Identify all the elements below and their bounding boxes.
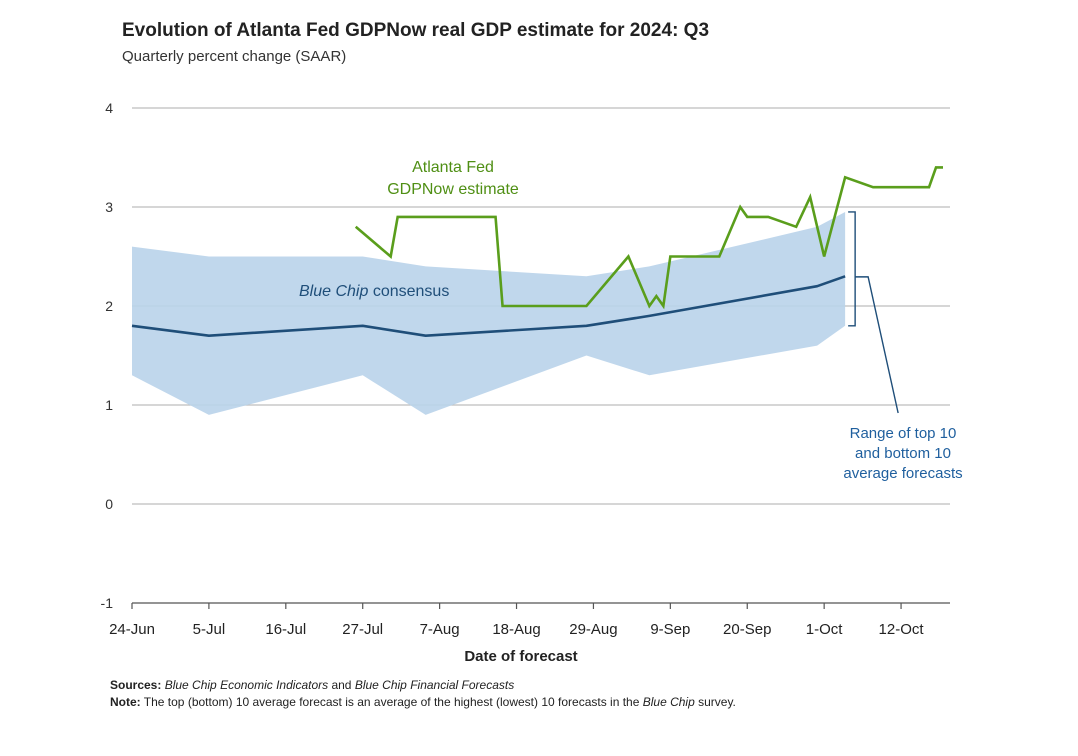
sources-label: Sources: bbox=[110, 678, 162, 692]
footnotes: Sources: Blue Chip Economic Indicators a… bbox=[110, 677, 910, 711]
x-tick-label: 29-Aug bbox=[569, 621, 617, 638]
x-tick-label: 18-Aug bbox=[492, 621, 540, 638]
y-tick-label: 4 bbox=[105, 100, 113, 116]
y-tick-label: -1 bbox=[101, 595, 114, 611]
sources-part1: Blue Chip Economic Indicators bbox=[164, 678, 329, 692]
note-part3: survey. bbox=[694, 695, 736, 709]
x-tick-label: 27-Jul bbox=[342, 621, 383, 638]
y-tick-label: 1 bbox=[105, 397, 113, 413]
series-lines bbox=[131, 166, 944, 414]
y-tick-label: 2 bbox=[105, 298, 113, 314]
y-tick-label: 0 bbox=[105, 496, 113, 512]
range-label-line: and bottom 10 bbox=[855, 445, 951, 462]
chart-title: Evolution of Atlanta Fed GDPNow real GDP… bbox=[122, 20, 710, 41]
range-band-area bbox=[132, 211, 846, 415]
sources-part2: and bbox=[328, 678, 355, 692]
sources-part3: Blue Chip Financial Forecasts bbox=[354, 678, 515, 692]
x-tick-label: 20-Sep bbox=[723, 621, 771, 638]
note-label: Note: bbox=[110, 695, 141, 709]
x-tick-label: 24-Jun bbox=[109, 621, 155, 638]
series-labels: Atlanta Fed GDPNow estimate Blue Chip cons… bbox=[299, 159, 963, 482]
note-part1: The top (bottom) 10 average forecast is … bbox=[140, 695, 643, 709]
blue-chip-consensus-line bbox=[131, 275, 846, 338]
sources-line: Sources: Blue Chip Economic Indicators a… bbox=[110, 677, 910, 694]
note-part2: Blue Chip bbox=[642, 695, 695, 709]
range-bracket bbox=[848, 211, 899, 414]
range-band bbox=[132, 211, 846, 415]
x-tick-label: 12-Oct bbox=[879, 621, 925, 638]
x-tick-label: 1-Oct bbox=[806, 621, 844, 638]
note-line: Note: The top (bottom) 10 average foreca… bbox=[110, 694, 910, 711]
gdpnow-label-line: Atlanta Fed bbox=[412, 159, 494, 176]
range-label-line: average forecasts bbox=[843, 465, 962, 482]
blue-chip-label: Blue Chip consensus bbox=[299, 283, 449, 300]
x-tick-label: 5-Jul bbox=[193, 621, 226, 638]
gdpnow-label-line: GDPNow estimate bbox=[387, 181, 519, 198]
gdpnow-estimate-line bbox=[354, 166, 944, 310]
x-axis-title: Date of forecast bbox=[464, 648, 577, 665]
axes: -1 0 1 2 3 4 24-Jun 5-Jul 16-Jul 27-Jul 7-Aug 18-Au… bbox=[101, 100, 950, 665]
x-tick-label: 9-Sep bbox=[650, 621, 690, 638]
y-tick-label: 3 bbox=[105, 199, 113, 215]
x-tick-label: 16-Jul bbox=[265, 621, 306, 638]
chart-subtitle: Quarterly percent change (SAAR) bbox=[122, 48, 347, 65]
range-label-line: Range of top 10 bbox=[850, 425, 957, 442]
x-tick-label: 7-Aug bbox=[420, 621, 460, 638]
